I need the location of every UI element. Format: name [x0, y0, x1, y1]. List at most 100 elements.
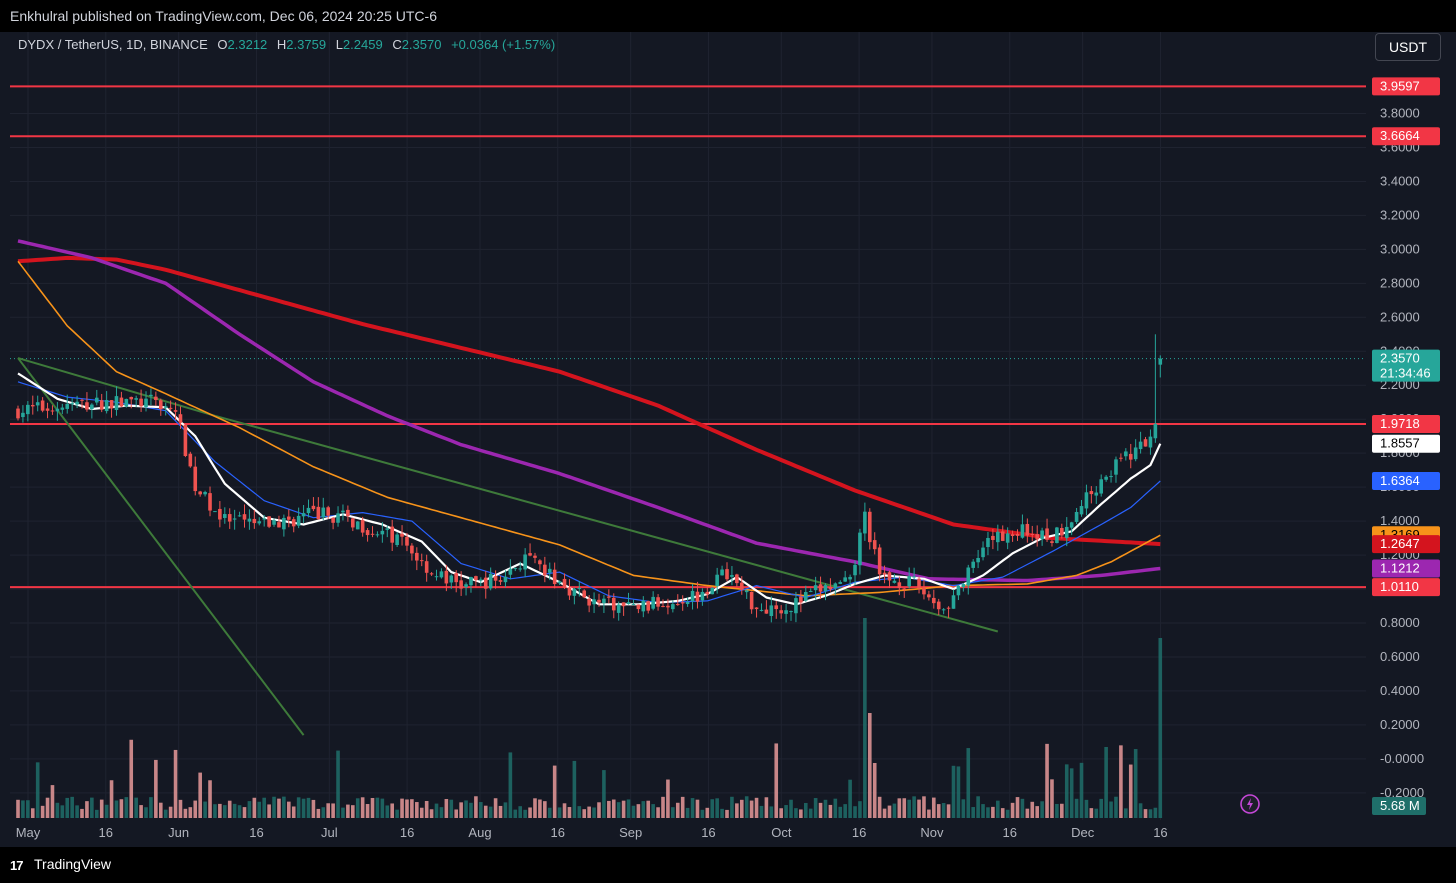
candle-body	[1133, 447, 1138, 460]
candle-body	[636, 604, 641, 610]
price-tag: 1.2647	[1372, 535, 1440, 554]
candle-body	[991, 535, 995, 540]
price-tick-label: 2.8000	[1380, 275, 1420, 290]
volume-bar	[666, 779, 670, 818]
candle-body	[1124, 451, 1128, 457]
candle-body	[833, 583, 838, 589]
candle-body	[454, 573, 459, 583]
candle-body	[1143, 439, 1148, 447]
volume-bar	[163, 809, 168, 818]
price-tick-label: 3.0000	[1380, 241, 1420, 256]
candle-body	[429, 573, 434, 575]
candle-body	[794, 598, 798, 614]
candle-body	[222, 514, 227, 518]
symbol-name[interactable]: DYDX / TetherUS, 1D, BINANCE	[18, 37, 208, 52]
price-chart[interactable]: 3.80003.60003.40003.20003.00002.80002.60…	[0, 0, 1456, 847]
candle-body	[26, 404, 30, 415]
lightning-icon[interactable]	[1240, 794, 1260, 814]
candle-body	[695, 591, 700, 602]
candle-body	[1074, 511, 1079, 522]
candle-body	[1148, 436, 1153, 448]
volume-bar	[562, 803, 567, 818]
volume-bar	[1094, 808, 1099, 818]
candle-body	[818, 584, 823, 592]
volume-bar	[158, 802, 163, 818]
time-tick-label: 16	[551, 825, 565, 840]
price-tag-label: 1.9718	[1380, 416, 1420, 431]
horizontal-levels[interactable]	[10, 85, 1366, 589]
candle-body	[808, 590, 813, 592]
candle-body	[922, 588, 926, 595]
candle-body	[523, 554, 527, 570]
volume-bar	[385, 805, 390, 818]
candle-body	[301, 513, 306, 517]
candle-body	[927, 594, 931, 598]
candle-body	[483, 577, 488, 589]
price-tag-bg	[1372, 559, 1440, 578]
candle-body	[1119, 457, 1123, 459]
volume-bar	[469, 802, 473, 818]
volume-bar	[700, 809, 705, 818]
candle-body	[370, 533, 375, 535]
candle-body	[331, 517, 335, 523]
candle-body	[99, 400, 104, 410]
candle-body	[355, 521, 360, 530]
candle-body	[296, 515, 301, 526]
volume-bar	[370, 797, 375, 818]
candle-body	[666, 605, 670, 608]
volume-bar	[178, 799, 183, 818]
candle-body	[1035, 534, 1039, 540]
volume-bar	[616, 802, 621, 818]
time-tick-label: 16	[701, 825, 715, 840]
time-tick-label: Nov	[920, 825, 944, 840]
volume-bar	[843, 804, 847, 818]
candle-body	[710, 587, 715, 595]
trend-line[interactable]	[214, 414, 999, 633]
volume-bar	[287, 801, 291, 818]
candle-body	[306, 507, 311, 514]
close-label: C	[392, 37, 402, 52]
volume-bar	[725, 809, 729, 818]
candle-body	[508, 568, 513, 575]
candle-body	[572, 588, 577, 596]
candle-body	[464, 584, 468, 588]
candle-body	[735, 574, 739, 584]
volume-bar	[572, 760, 577, 818]
volume-bar	[410, 799, 414, 818]
volume-bar	[1064, 764, 1069, 818]
trend-lines[interactable]	[17, 357, 999, 736]
trend-line[interactable]	[17, 357, 305, 736]
volume-bar	[754, 797, 759, 818]
time-axis[interactable]: May 16 Jun 16 Jul 16 Aug 16 Sep 16 Oct 16 Nov 16 Dec 16	[16, 825, 1168, 840]
volume-bar	[449, 799, 454, 818]
tradingview-logo-text[interactable]: TradingView	[34, 856, 112, 872]
tradingview-logo-icon[interactable]: 17	[10, 858, 24, 873]
volume-bar	[528, 807, 532, 818]
currency-button[interactable]: USDT	[1375, 33, 1441, 61]
volume-bar	[55, 802, 60, 818]
volume-bar	[405, 799, 409, 818]
volume-bar	[552, 765, 557, 818]
candle-body	[1153, 423, 1158, 439]
candle-body	[872, 540, 877, 550]
candle-body	[498, 580, 503, 582]
candle-body	[109, 400, 114, 409]
volume-bar	[375, 797, 380, 818]
candle-body	[469, 577, 473, 586]
candle-body	[1050, 541, 1054, 543]
candle-body	[661, 606, 665, 608]
volume-bar	[60, 805, 65, 818]
volume-bar	[1099, 798, 1104, 818]
candle-body	[493, 576, 498, 581]
price-tag: 3.9597	[1372, 77, 1440, 96]
candle-body	[597, 599, 601, 603]
candle-body	[1069, 522, 1074, 528]
candle-body	[85, 402, 89, 410]
candle-body	[616, 604, 621, 613]
volume-bar	[680, 796, 685, 818]
volume-bar	[823, 799, 828, 818]
volume-bar	[129, 739, 134, 818]
candle-body	[1079, 506, 1084, 515]
candle-body	[1158, 358, 1163, 365]
candle-body	[582, 590, 587, 598]
